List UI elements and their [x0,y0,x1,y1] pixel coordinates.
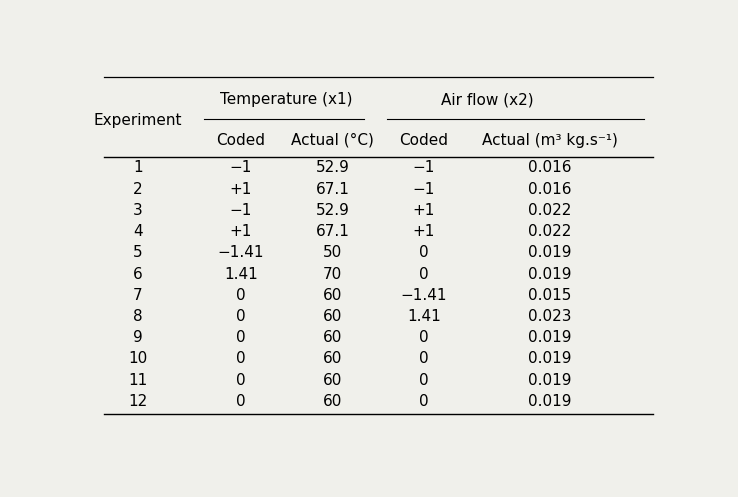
Text: 0.019: 0.019 [528,246,571,260]
Text: 0: 0 [236,351,246,366]
Text: 0: 0 [419,331,429,345]
Text: 70: 70 [323,266,342,281]
Text: 0.022: 0.022 [528,203,571,218]
Text: 0.019: 0.019 [528,331,571,345]
Text: Actual (m³ kg.s⁻¹): Actual (m³ kg.s⁻¹) [482,133,618,148]
Text: +1: +1 [230,181,252,197]
Text: −1: −1 [230,161,252,175]
Text: 60: 60 [323,309,342,324]
Text: 9: 9 [133,331,143,345]
Text: 60: 60 [323,331,342,345]
Text: 0: 0 [419,266,429,281]
Text: Temperature (x1): Temperature (x1) [221,92,353,107]
Text: +1: +1 [413,203,435,218]
Text: 11: 11 [128,373,148,388]
Text: 60: 60 [323,351,342,366]
Text: 8: 8 [133,309,143,324]
Text: 60: 60 [323,394,342,409]
Text: Coded: Coded [399,133,449,148]
Text: 0.016: 0.016 [528,181,571,197]
Text: 0.022: 0.022 [528,224,571,239]
Text: 50: 50 [323,246,342,260]
Text: 3: 3 [133,203,143,218]
Text: 2: 2 [133,181,143,197]
Text: 67.1: 67.1 [316,224,349,239]
Text: 1.41: 1.41 [224,266,258,281]
Text: Coded: Coded [216,133,266,148]
Text: 0.015: 0.015 [528,288,571,303]
Text: 1: 1 [133,161,143,175]
Text: 60: 60 [323,373,342,388]
Text: 0.019: 0.019 [528,351,571,366]
Text: 0.019: 0.019 [528,266,571,281]
Text: 52.9: 52.9 [316,203,349,218]
Text: 0.016: 0.016 [528,161,571,175]
Text: 60: 60 [323,288,342,303]
Text: 0.019: 0.019 [528,373,571,388]
Text: 5: 5 [133,246,143,260]
Text: 0: 0 [419,394,429,409]
Text: 52.9: 52.9 [316,161,349,175]
Text: 0: 0 [236,394,246,409]
Text: 67.1: 67.1 [316,181,349,197]
Text: 0: 0 [419,246,429,260]
Text: 0: 0 [419,373,429,388]
Text: +1: +1 [413,224,435,239]
Text: 0: 0 [419,351,429,366]
Text: +1: +1 [230,224,252,239]
Text: −1: −1 [230,203,252,218]
Text: 1.41: 1.41 [407,309,441,324]
Text: −1.41: −1.41 [218,246,264,260]
Text: Experiment: Experiment [94,113,182,128]
Text: −1: −1 [413,161,435,175]
Text: 0.019: 0.019 [528,394,571,409]
Text: 0: 0 [236,288,246,303]
Text: 10: 10 [128,351,148,366]
Text: 7: 7 [133,288,143,303]
Text: Air flow (x2): Air flow (x2) [441,92,534,107]
Text: 0: 0 [236,331,246,345]
Text: −1.41: −1.41 [401,288,447,303]
Text: 4: 4 [133,224,143,239]
Text: −1: −1 [413,181,435,197]
Text: 0: 0 [236,373,246,388]
Text: 6: 6 [133,266,143,281]
Text: Actual (°C): Actual (°C) [291,133,374,148]
Text: 12: 12 [128,394,148,409]
Text: 0: 0 [236,309,246,324]
Text: 0.023: 0.023 [528,309,571,324]
